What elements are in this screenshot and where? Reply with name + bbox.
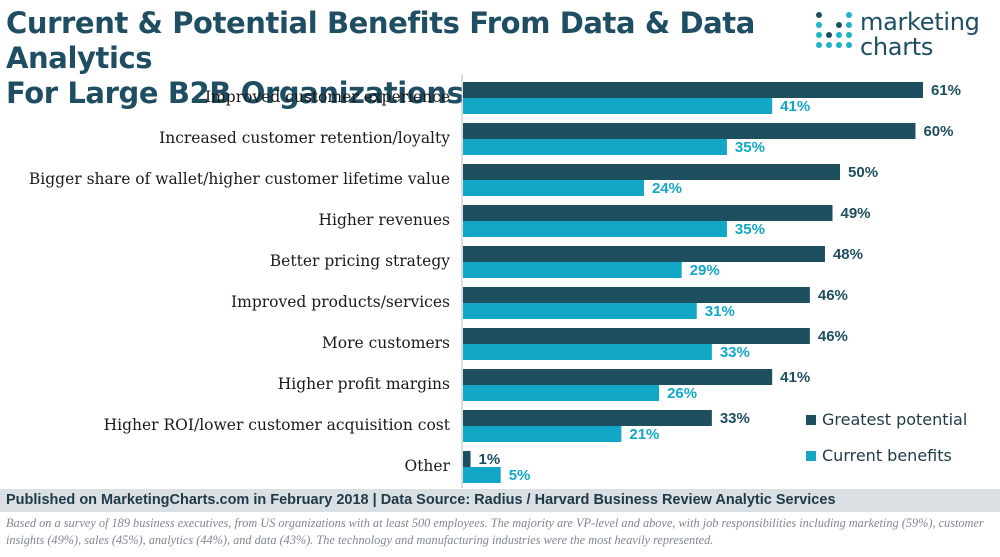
data-label: 5%: [509, 467, 531, 484]
data-label: 33%: [720, 410, 750, 427]
category-label: Other: [404, 457, 450, 475]
data-label: 50%: [848, 164, 878, 181]
logo-dots-icon: [816, 12, 852, 48]
bar-current-benefits: [463, 426, 622, 442]
bar-current-benefits: [463, 344, 712, 360]
data-label: 26%: [667, 385, 697, 402]
data-label: 61%: [931, 82, 961, 99]
data-label: 41%: [780, 369, 810, 386]
data-label: 31%: [705, 303, 735, 320]
logo-text-line-1: marketing: [860, 8, 980, 36]
logo-text-line-2: charts: [860, 33, 934, 61]
bar-current-benefits: [463, 180, 644, 196]
category-label: More customers: [322, 334, 450, 352]
title-line-1: Current & Potential Benefits From Data &…: [6, 6, 755, 75]
bar-current-benefits: [463, 98, 773, 114]
data-label: 35%: [735, 221, 765, 238]
legend-label: Current benefits: [822, 446, 952, 465]
category-label: Improved products/services: [231, 293, 450, 311]
data-label: 33%: [720, 344, 750, 361]
bar-greatest-potential: [463, 410, 712, 426]
bar-greatest-potential: [463, 82, 923, 98]
data-label: 29%: [690, 262, 720, 279]
category-label: Higher revenues: [319, 211, 451, 229]
legend-swatch: [806, 415, 816, 425]
category-label: Increased customer retention/loyalty: [159, 129, 450, 147]
data-label: 24%: [652, 180, 682, 197]
bar-current-benefits: [463, 262, 682, 278]
bar-greatest-potential: [463, 369, 773, 385]
data-label: 41%: [780, 98, 810, 115]
footer-source: Published on MarketingCharts.com in Febr…: [6, 492, 836, 508]
data-label: 49%: [841, 205, 871, 222]
data-label: 1%: [479, 451, 501, 468]
bar-current-benefits: [463, 467, 501, 483]
category-label: Bigger share of wallet/higher customer l…: [29, 170, 450, 188]
bar-greatest-potential: [463, 123, 916, 139]
data-label: 21%: [629, 426, 659, 443]
title-line-2: For Large B2B Organizations: [6, 76, 464, 110]
bar-greatest-potential: [463, 246, 825, 262]
bar-current-benefits: [463, 139, 727, 155]
bar-current-benefits: [463, 221, 727, 237]
legend-label: Greatest potential: [822, 410, 967, 429]
data-label: 48%: [833, 246, 863, 263]
bar-greatest-potential: [463, 205, 833, 221]
chart-title: Current & Potential Benefits From Data &…: [6, 6, 806, 111]
category-label: Better pricing strategy: [270, 252, 450, 270]
data-label: 35%: [735, 139, 765, 156]
bar-greatest-potential: [463, 287, 810, 303]
data-label: 60%: [923, 123, 953, 140]
category-label: Higher profit margins: [278, 375, 450, 393]
data-label: 46%: [818, 287, 848, 304]
bar-greatest-potential: [463, 451, 471, 467]
footer-bar: Published on MarketingCharts.com in Febr…: [0, 489, 1000, 512]
legend-swatch: [806, 451, 816, 461]
bar-chart: Improved customer experience 61% 41% Increa…: [29, 74, 967, 488]
category-label: Higher ROI/lower customer acquisition co…: [104, 416, 451, 434]
bar-current-benefits: [463, 385, 660, 401]
bar-current-benefits: [463, 303, 697, 319]
bar-greatest-potential: [463, 164, 841, 180]
survey-note: Based on a survey of 189 business execut…: [6, 516, 984, 547]
bar-greatest-potential: [463, 328, 810, 344]
data-label: 46%: [818, 328, 848, 345]
category-label: Improved customer experience: [205, 88, 450, 106]
